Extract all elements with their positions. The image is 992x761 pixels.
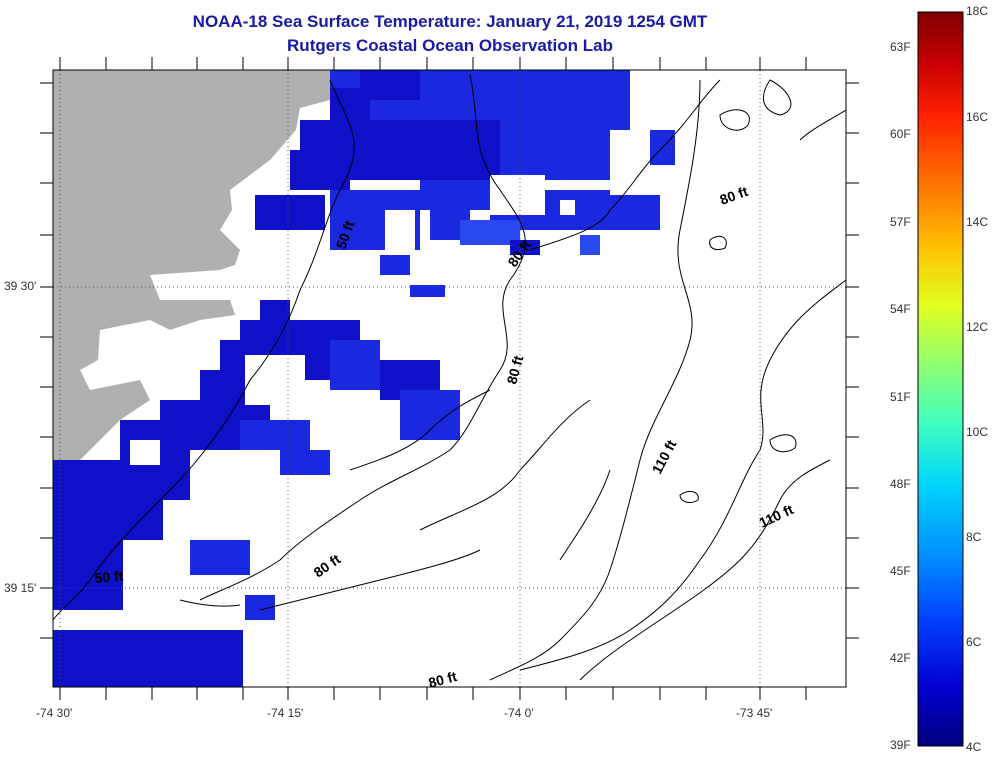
sst-pixels	[53, 70, 675, 687]
colorbar-gradient	[917, 11, 964, 747]
colorbar-c-label: 10C	[966, 425, 989, 439]
colorbar-c-label: 6C	[966, 635, 982, 649]
colorbar-f-label: 48F	[890, 477, 911, 491]
contour-label: 80 ft	[427, 668, 459, 691]
colorbar-c-label: 16C	[966, 110, 989, 124]
colorbar-f-label: 45F	[890, 564, 911, 578]
colorbar-f-label: 42F	[890, 651, 911, 665]
sst-pixel-block	[53, 460, 163, 540]
colorbar-c-label: 4C	[966, 740, 982, 754]
sst-pixel-block	[420, 180, 490, 210]
sst-pixel-block	[410, 285, 445, 297]
sst-pixel-block	[255, 195, 325, 230]
sst-pixel-block	[500, 120, 610, 180]
colorbar-f-label: 51F	[890, 390, 911, 404]
colorbar-f-label: 57F	[890, 215, 911, 229]
colorbar-c-label: 8C	[966, 530, 982, 544]
sst-pixel-block	[140, 655, 240, 687]
lon-label: -74 0'	[504, 706, 534, 720]
colorbar-f-label: 60F	[890, 127, 911, 141]
sst-gap	[245, 355, 305, 405]
map-title: NOAA-18 Sea Surface Temperature: January…	[192, 12, 708, 31]
sst-gap	[385, 210, 415, 250]
map-subtitle: Rutgers Coastal Ocean Observation Lab	[287, 36, 613, 55]
colorbar-c-label: 12C	[966, 320, 989, 334]
sst-pixel-block	[330, 340, 380, 390]
contour-label: 50 ft	[94, 568, 124, 586]
sst-gap	[490, 175, 545, 215]
lon-label: -73 45'	[736, 706, 773, 720]
colorbar-f-label: 39F	[890, 738, 911, 752]
lat-label: 39 30'	[4, 279, 37, 293]
land-area	[53, 70, 330, 495]
sst-pixel-block	[580, 235, 600, 255]
depth-contours	[53, 74, 846, 681]
sst-pixel-block	[400, 390, 460, 440]
colorbar	[917, 11, 964, 747]
contour-label: 80 ft	[503, 354, 526, 386]
sst-pixel-block	[190, 540, 250, 575]
colorbar-f-label: 63F	[890, 40, 911, 54]
lon-label: -74 30'	[36, 706, 73, 720]
colorbar-c-label: 18C	[966, 4, 989, 18]
sst-pixel-block	[380, 255, 410, 275]
sst-pixel-block	[240, 420, 310, 450]
lat-label: 39 15'	[4, 581, 37, 595]
sst-gap	[130, 440, 160, 465]
colorbar-f-label: 54F	[890, 302, 911, 316]
axis-ticks	[40, 57, 859, 700]
lon-label: -74 15'	[267, 706, 304, 720]
map-frame	[52, 69, 847, 688]
sst-gap	[560, 200, 575, 215]
grid-lines	[53, 70, 846, 687]
sst-pixel-block	[290, 150, 350, 190]
colorbar-c-label: 14C	[966, 215, 989, 229]
